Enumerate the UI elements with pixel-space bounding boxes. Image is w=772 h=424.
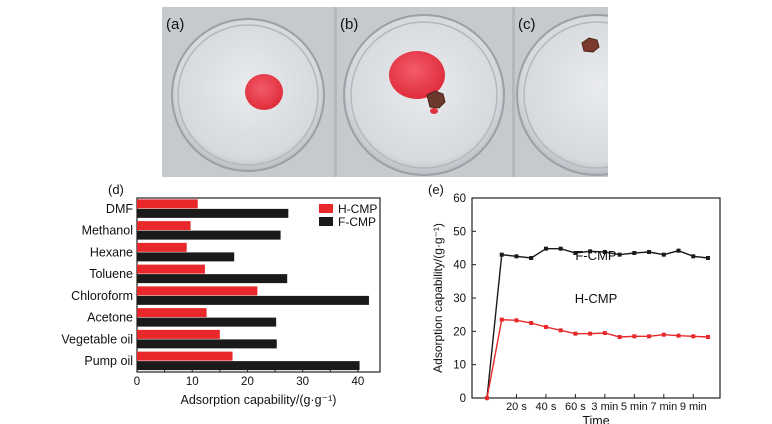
y-axis-label: Adsorption capability/(g·g⁻¹): [431, 223, 445, 373]
red-dye-spot: [389, 51, 445, 99]
data-point-f-cmp: [558, 246, 563, 251]
bar-f-cmp: [137, 208, 289, 218]
panel-label-e: (e): [428, 182, 444, 197]
bar-h-cmp: [137, 264, 205, 274]
bar-h-cmp: [137, 329, 220, 339]
panel-label-b: (b): [340, 16, 358, 33]
data-point-f-cmp: [632, 251, 637, 255]
x-tick-label: 60 s: [565, 401, 586, 413]
data-point-f-cmp: [602, 250, 607, 254]
category-label: Acetone: [87, 311, 133, 325]
data-point-f-cmp: [529, 256, 534, 260]
series-line-h-cmp: [486, 318, 709, 399]
category-label: Chloroform: [71, 289, 133, 303]
legend-swatch-f-cmp: [319, 217, 333, 226]
data-point-h-cmp: [647, 334, 652, 339]
data-point-f-cmp: [691, 254, 696, 259]
category-label: Hexane: [90, 245, 133, 259]
bar-f-cmp: [137, 295, 369, 305]
data-point-h-cmp: [632, 334, 637, 339]
petri-dish-photos: (a) (b) (c): [162, 7, 608, 177]
bar-f-cmp: [137, 317, 277, 327]
bar-f-cmp: [137, 274, 288, 284]
data-point-h-cmp: [706, 335, 710, 339]
data-point-f-cmp: [514, 254, 519, 259]
y-tick-label: 30: [453, 293, 466, 305]
data-point-h-cmp: [661, 332, 666, 337]
panel-label-d: (d): [108, 182, 124, 197]
x-tick-label: 30: [296, 376, 309, 388]
category-label: Methanol: [82, 224, 133, 238]
bar-h-cmp: [137, 199, 198, 209]
panel-label-c: (c): [518, 16, 536, 33]
data-point-h-cmp: [602, 331, 607, 335]
bar-f-cmp: [137, 339, 277, 349]
category-label: Vegetable oil: [61, 332, 133, 346]
y-tick-label: 0: [460, 393, 466, 405]
y-tick-label: 40: [453, 260, 466, 272]
bar-h-cmp: [137, 308, 207, 318]
x-tick-label: 0: [134, 376, 140, 388]
plot-frame: [136, 197, 381, 373]
y-tick-label: 50: [453, 226, 466, 238]
category-label: Toluene: [89, 267, 133, 281]
y-tick-label: 60: [453, 193, 466, 205]
bar-h-cmp: [137, 242, 187, 252]
data-point-h-cmp: [484, 395, 490, 401]
data-point-f-cmp: [661, 252, 666, 257]
petri-dish-b: [334, 7, 505, 177]
category-label: DMF: [106, 202, 133, 216]
x-axis-label: Adsorption capability/(g·g⁻¹): [181, 393, 337, 407]
x-axis-label: Time: [582, 414, 609, 424]
data-point-h-cmp: [691, 334, 696, 339]
bar-h-cmp: [137, 286, 258, 296]
data-point-f-cmp: [706, 256, 710, 260]
x-tick-label: 40: [352, 376, 365, 388]
bar-f-cmp: [137, 361, 360, 371]
data-point-h-cmp: [617, 335, 622, 339]
legend-label-f-cmp: F-CMP: [338, 215, 376, 229]
petri-dish-c: [512, 7, 608, 177]
bar-f-cmp: [137, 252, 235, 262]
x-tick-label: 5 min: [621, 401, 648, 413]
legend-swatch-h-cmp: [319, 204, 333, 213]
data-point-h-cmp: [558, 328, 563, 333]
data-point-f-cmp: [588, 249, 593, 254]
petri-dish-a: [171, 18, 325, 172]
bar-f-cmp: [137, 230, 281, 240]
data-point-f-cmp: [647, 250, 652, 254]
x-tick-label: 20: [241, 376, 254, 388]
data-point-f-cmp: [543, 246, 548, 251]
series-line-f-cmp: [486, 247, 709, 399]
x-tick-label: 10: [186, 376, 199, 388]
data-point-f-cmp: [617, 252, 622, 257]
data-point-f-cmp: [499, 252, 504, 257]
bar-h-cmp: [137, 351, 233, 361]
legend-label-h-cmp: H-CMP: [338, 202, 377, 216]
data-point-h-cmp: [573, 331, 578, 336]
x-tick-label: 20 s: [506, 401, 527, 413]
y-tick-label: 20: [453, 326, 466, 338]
data-point-f-cmp: [573, 251, 578, 255]
x-tick-label: 40 s: [536, 401, 557, 413]
data-point-h-cmp: [676, 333, 681, 338]
data-point-h-cmp: [499, 317, 504, 322]
data-point-h-cmp: [514, 318, 519, 323]
data-point-h-cmp: [543, 325, 548, 329]
data-point-h-cmp: [529, 321, 534, 325]
series-annotation-f-cmp: F-CMP: [575, 248, 616, 263]
data-point-h-cmp: [588, 331, 593, 336]
x-tick-label: 9 min: [680, 401, 707, 413]
x-tick-label: 3 min: [591, 401, 618, 413]
series-annotation-h-cmp: H-CMP: [575, 291, 618, 306]
panel-label-a: (a): [166, 16, 184, 33]
bar-h-cmp: [137, 221, 191, 231]
y-tick-label: 10: [453, 360, 466, 372]
category-label: Pump oil: [84, 354, 133, 368]
x-tick-label: 7 min: [650, 401, 677, 413]
data-point-f-cmp: [676, 248, 681, 253]
red-dye-spot: [245, 74, 283, 110]
